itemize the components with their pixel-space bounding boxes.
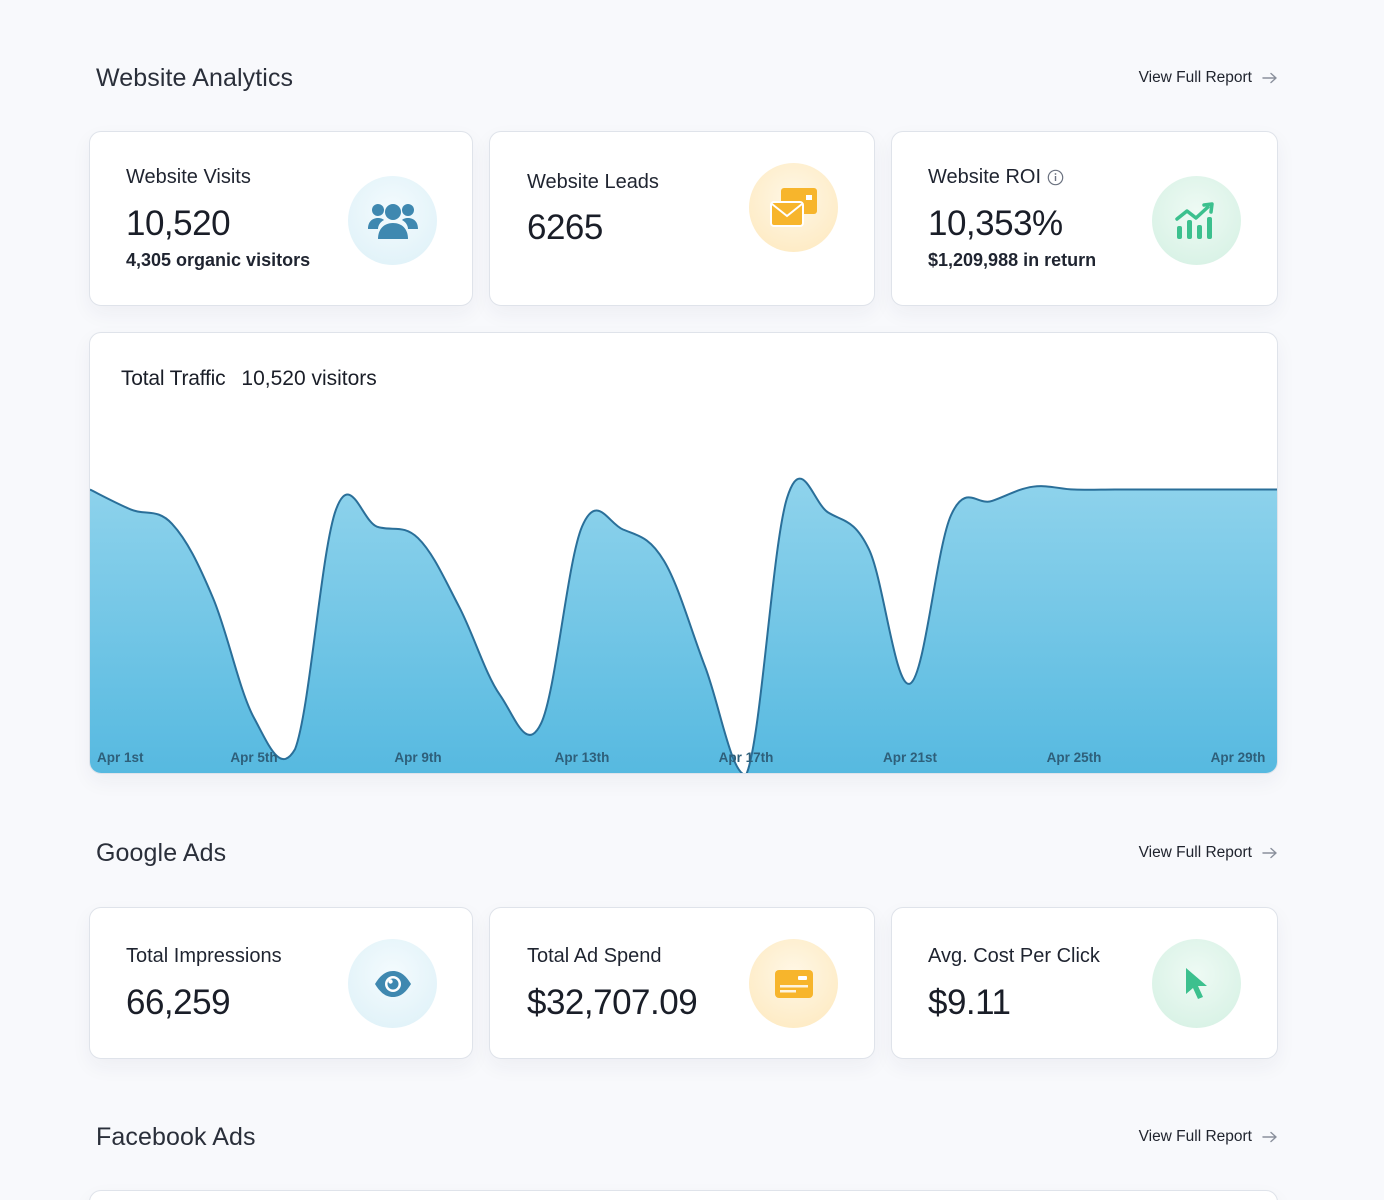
traffic-title: Total Traffic	[121, 367, 226, 390]
x-tick-label: Apr 1st	[97, 750, 144, 765]
x-tick-label: Apr 29th	[1211, 750, 1266, 765]
traffic-summary: 10,520 visitors	[241, 367, 377, 390]
avg-cost-per-click-value: $9.11	[928, 983, 1011, 1022]
users-icon	[367, 203, 418, 239]
traffic-point[interactable]	[984, 493, 1000, 509]
total-impressions-value: 66,259	[126, 983, 231, 1022]
website-visits-value: 10,520	[126, 204, 231, 243]
total-ad-spend-card[interactable]: Total Ad Spend $32,707.09	[489, 907, 875, 1059]
traffic-point[interactable]	[656, 553, 672, 569]
traffic-point[interactable]	[205, 590, 221, 606]
avg-cost-per-click-card[interactable]: Avg. Cost Per Click $9.11	[891, 907, 1278, 1059]
traffic-point[interactable]	[861, 541, 877, 557]
traffic-point[interactable]	[287, 741, 303, 757]
traffic-series-line	[90, 477, 1277, 773]
x-tick-label: Apr 25th	[1047, 750, 1102, 765]
traffic-point[interactable]	[410, 530, 426, 546]
website-analytics-title: Website Analytics	[96, 63, 294, 92]
website-view-full-report-link[interactable]: View Full Report	[1139, 69, 1278, 87]
website-visits-sub: 4,305 organic visitors	[126, 250, 311, 270]
website-visits-label: Website Visits	[126, 166, 251, 188]
traffic-point[interactable]	[943, 507, 959, 523]
traffic-point[interactable]	[246, 710, 262, 726]
x-tick-label: Apr 21st	[883, 750, 938, 765]
x-tick-label: Apr 9th	[394, 750, 441, 765]
arrow-right-icon	[1262, 847, 1277, 859]
arrow-right-icon	[1262, 72, 1277, 84]
traffic-point[interactable]	[492, 687, 508, 703]
website-leads-card[interactable]: Website Leads 6265	[489, 131, 875, 306]
traffic-point[interactable]	[328, 502, 344, 518]
total-traffic-card: Apr 1st Apr 5th Apr 9th Apr 13th Apr 17th Apr…	[89, 332, 1278, 774]
view-full-report-label: View Full Report	[1138, 1128, 1252, 1145]
facebook-view-full-report-link[interactable]: View Full Report	[1139, 1128, 1278, 1146]
facebook-ads-card	[89, 1190, 1278, 1200]
traffic-point[interactable]	[697, 659, 713, 675]
x-tick-label: Apr 13th	[555, 750, 610, 765]
total-ad-spend-label: Total Ad Spend	[527, 945, 662, 967]
chart-growth-icon	[1174, 201, 1214, 239]
google-ads-title: Google Ads	[96, 838, 227, 867]
traffic-point[interactable]	[1066, 482, 1082, 498]
website-visits-card[interactable]: Website Visits 10,520 4,305 organic visi…	[89, 131, 473, 306]
facebook-ads-title: Facebook Ads	[96, 1122, 256, 1151]
website-leads-value: 6265	[527, 208, 603, 247]
cpc-icon-circle	[1152, 939, 1241, 1028]
traffic-point[interactable]	[820, 504, 836, 520]
avg-cost-per-click-label: Avg. Cost Per Click	[928, 945, 1100, 967]
traffic-area-chart[interactable]: Apr 1st Apr 5th Apr 9th Apr 13th Apr 17th Apr…	[90, 333, 1278, 774]
visits-icon-circle	[348, 176, 437, 265]
leads-icon-circle	[749, 163, 838, 252]
view-full-report-label: View Full Report	[1138, 844, 1252, 861]
traffic-point[interactable]	[574, 519, 590, 535]
google-view-full-report-link[interactable]: View Full Report	[1139, 844, 1278, 862]
traffic-point[interactable]	[1189, 482, 1205, 498]
google-ads-header: Google Ads View Full Report	[96, 837, 1278, 869]
facebook-ads-header: Facebook Ads View Full Report	[96, 1121, 1278, 1153]
traffic-point[interactable]	[164, 516, 180, 532]
traffic-point[interactable]	[451, 599, 467, 615]
website-analytics-header: Website Analytics View Full Report	[96, 62, 1278, 94]
credit-card-icon	[774, 969, 813, 998]
traffic-point[interactable]	[615, 522, 631, 538]
ad-spend-icon-circle	[749, 939, 838, 1028]
traffic-point[interactable]	[779, 490, 795, 506]
traffic-point[interactable]	[1230, 482, 1246, 498]
cursor-icon	[1185, 967, 1207, 999]
traffic-title-row: Total Traffic 10,520 visitors	[121, 367, 377, 391]
website-roi-label: Website ROI	[928, 166, 1041, 188]
traffic-point[interactable]	[902, 676, 918, 692]
info-icon[interactable]	[1047, 169, 1064, 186]
website-roi-value: 10,353%	[928, 204, 1063, 243]
traffic-point[interactable]	[1025, 479, 1041, 495]
arrow-right-icon	[1262, 1131, 1277, 1143]
website-roi-label-row: Website ROI	[928, 166, 1064, 189]
roi-icon-circle	[1152, 176, 1241, 265]
eye-icon	[374, 970, 411, 997]
x-tick-label: Apr 5th	[230, 750, 277, 765]
traffic-point[interactable]	[533, 716, 549, 732]
envelope-card-icon	[769, 187, 817, 227]
website-leads-label: Website Leads	[527, 171, 659, 193]
impressions-icon-circle	[348, 939, 437, 1028]
traffic-area-fill	[90, 478, 1277, 773]
traffic-point[interactable]	[369, 519, 385, 535]
website-roi-card[interactable]: Website ROI 10,353% $1,209,988 in return	[891, 131, 1278, 306]
traffic-point[interactable]	[123, 502, 139, 518]
traffic-point[interactable]	[1148, 482, 1164, 498]
total-impressions-card[interactable]: Total Impressions 66,259	[89, 907, 473, 1059]
x-tick-label: Apr 17th	[719, 750, 774, 765]
website-roi-sub: $1,209,988 in return	[928, 250, 1097, 270]
traffic-point[interactable]	[1107, 482, 1123, 498]
view-full-report-label: View Full Report	[1138, 69, 1252, 86]
total-impressions-label: Total Impressions	[126, 945, 282, 967]
total-ad-spend-value: $32,707.09	[527, 983, 698, 1022]
